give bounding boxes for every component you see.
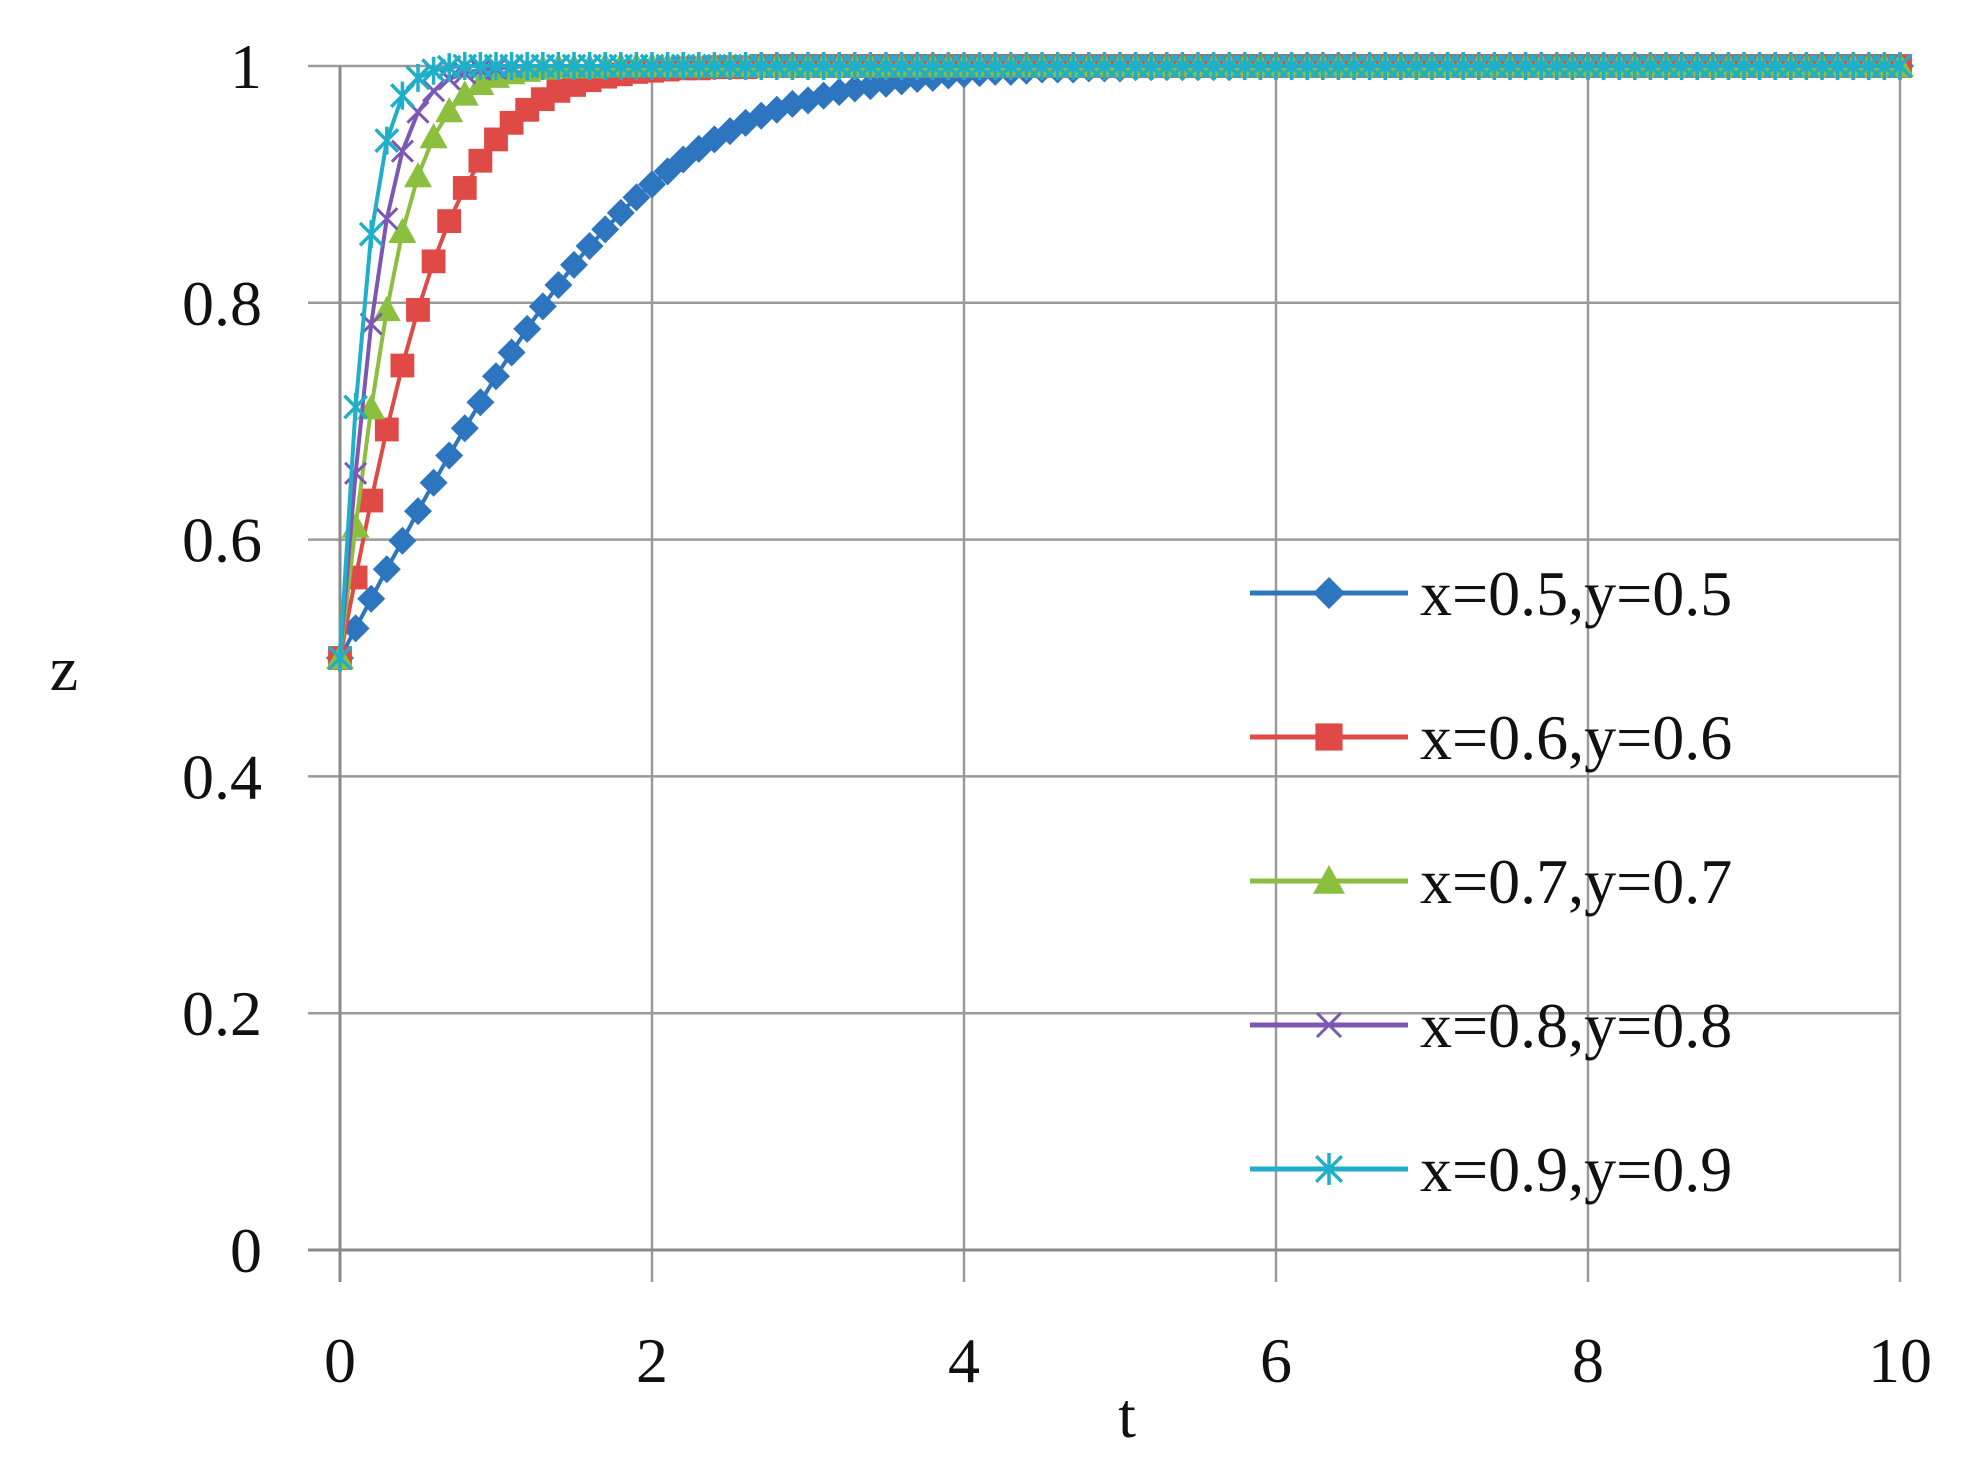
legend-label: x=0.8,y=0.8 <box>1420 990 1732 1061</box>
data-point <box>404 497 432 526</box>
data-point <box>591 215 620 244</box>
data-point <box>422 79 446 103</box>
data-point <box>497 338 526 367</box>
legend-marker <box>1315 1011 1343 1039</box>
legend-label: x=0.7,y=0.7 <box>1420 846 1732 917</box>
data-point <box>388 526 417 555</box>
data-point <box>606 198 635 227</box>
data-point <box>435 441 464 470</box>
data-point <box>450 80 479 106</box>
x-tick-label: 2 <box>636 1325 668 1396</box>
legend-item: x=0.7,y=0.7 <box>1250 846 1732 917</box>
y-tick-label: 0.6 <box>182 505 262 576</box>
data-point <box>404 162 432 188</box>
x-tick-label: 10 <box>1868 1325 1932 1396</box>
data-point <box>390 139 414 163</box>
data-point <box>450 414 479 443</box>
data-point <box>482 362 510 391</box>
data-point <box>468 148 493 173</box>
data-point <box>421 249 446 274</box>
x-tick-label: 0 <box>324 1325 356 1396</box>
data-point <box>419 123 448 149</box>
data-point <box>327 644 353 672</box>
data-point <box>421 56 447 85</box>
data-point <box>406 298 430 322</box>
data-point <box>622 183 651 212</box>
legend-item: x=0.9,y=0.9 <box>1250 1134 1732 1205</box>
legend-label: x=0.6,y=0.6 <box>1420 702 1732 773</box>
legend-marker <box>1313 865 1345 894</box>
data-point <box>528 292 557 321</box>
y-tick-label: 0 <box>230 1215 262 1286</box>
y-tick-label: 0.8 <box>182 268 262 339</box>
data-point <box>405 63 431 92</box>
data-point <box>466 69 495 95</box>
tick-labels: 00.20.40.60.810 2 4 6 8 10 <box>182 31 1932 1396</box>
series-5 <box>327 52 1913 672</box>
data-point <box>372 555 401 584</box>
series-layer <box>326 52 1914 672</box>
data-point <box>357 394 386 420</box>
data-point <box>437 209 462 234</box>
data-point <box>388 217 417 243</box>
data-point <box>575 231 604 260</box>
data-point <box>544 271 573 300</box>
legend-item: x=0.5,y=0.5 <box>1250 558 1732 629</box>
data-point <box>344 461 368 485</box>
x-tick-label: 8 <box>1572 1325 1604 1396</box>
axes <box>308 66 1900 1282</box>
y-tick-label: 0.2 <box>182 978 262 1049</box>
grid-lines <box>308 64 1902 1282</box>
data-point <box>560 250 588 279</box>
y-tick-label: 0.4 <box>182 741 262 812</box>
data-point <box>435 96 464 123</box>
data-point <box>390 353 415 378</box>
y-tick-label: 1 <box>230 31 262 102</box>
legend-item: x=0.6,y=0.6 <box>1250 702 1732 773</box>
data-point <box>638 170 666 199</box>
data-point <box>513 314 542 343</box>
data-point <box>1887 52 1913 80</box>
legend-item: x=0.8,y=0.8 <box>1250 990 1732 1061</box>
legend-label: x=0.5,y=0.5 <box>1420 558 1732 629</box>
data-point <box>358 220 384 249</box>
data-point <box>357 584 386 613</box>
data-point <box>419 468 448 497</box>
legend-marker <box>1314 1153 1344 1185</box>
data-point <box>374 417 399 442</box>
data-point <box>374 126 400 155</box>
data-point <box>343 392 369 421</box>
legend: x=0.5,y=0.5 x=0.6,y=0.6 x=0.7,y=0.7 x=0.8,y… <box>1250 558 1732 1205</box>
data-point <box>452 176 477 200</box>
x-tick-label: 4 <box>948 1325 980 1396</box>
legend-marker <box>1313 577 1345 609</box>
data-point <box>359 488 384 513</box>
legend-marker <box>1315 723 1343 751</box>
legend-label: x=0.9,y=0.9 <box>1420 1134 1732 1205</box>
data-point <box>466 388 495 417</box>
x-axis-title: t <box>1118 1380 1136 1451</box>
x-tick-label: 6 <box>1260 1325 1292 1396</box>
y-axis-title: z <box>50 633 78 704</box>
